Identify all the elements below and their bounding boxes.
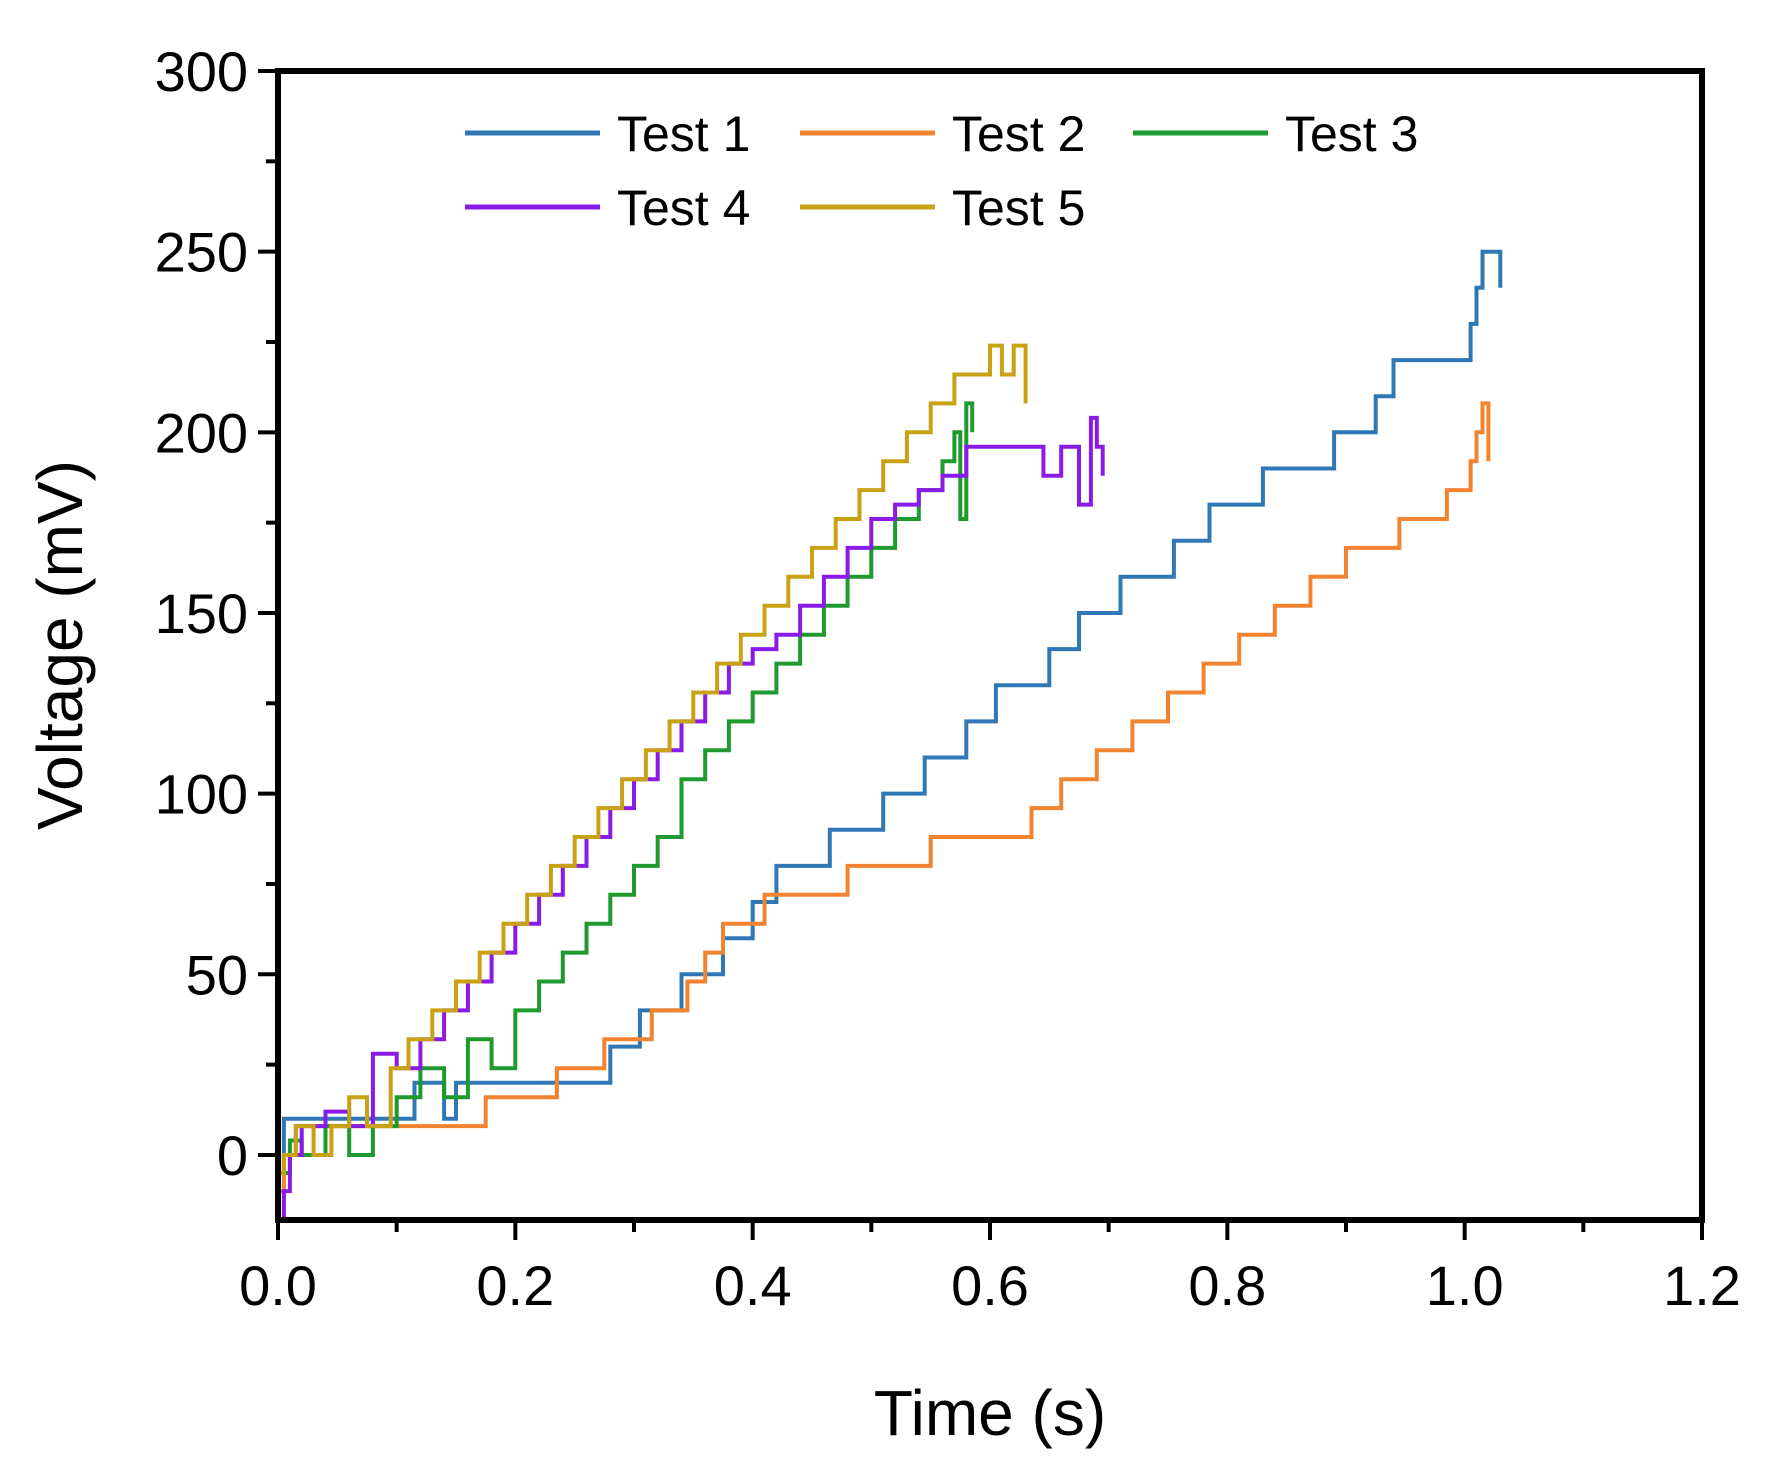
series-lines (278, 249, 1503, 1222)
series-line-test-1 (278, 249, 1503, 1175)
y-tick-label: 100 (155, 763, 248, 826)
series-line-test-2 (278, 401, 1491, 1194)
y-axis-title: Voltage (mV) (24, 460, 96, 830)
series-line-test-5 (278, 343, 1028, 1175)
x-tick-label: 0.6 (951, 1254, 1029, 1317)
legend-label-test-5: Test 5 (952, 180, 1085, 236)
x-tick-label: 0.0 (239, 1254, 317, 1317)
legend: Test 1 Test 2 Test 3 Test 4 Test 5 (465, 106, 1418, 236)
x-tick-label: 0.4 (714, 1254, 792, 1317)
y-tick-label: 300 (155, 40, 248, 103)
legend-label-test-2: Test 2 (952, 106, 1085, 162)
y-tick-label: 50 (186, 943, 248, 1006)
legend-label-test-4: Test 4 (617, 180, 750, 236)
legend-label-test-3: Test 3 (1285, 106, 1418, 162)
y-tick-label: 0 (217, 1124, 248, 1187)
x-tick-label: 0.8 (1188, 1254, 1266, 1317)
axis-ticks (258, 69, 1704, 1240)
x-tick-label: 1.0 (1426, 1254, 1504, 1317)
x-tick-label: 1.2 (1663, 1254, 1741, 1317)
series-line-test-3 (278, 401, 975, 1175)
series-line-test-4 (278, 415, 1105, 1222)
y-tick-label: 200 (155, 401, 248, 464)
y-tick-label: 250 (155, 221, 248, 284)
x-tick-label: 0.2 (476, 1254, 554, 1317)
y-tick-label: 150 (155, 582, 248, 645)
x-axis-title: Time (s) (874, 1377, 1106, 1449)
axis-tick-labels: 0.0 0.2 0.4 0.6 0.8 1.0 1.2 0 50 100 150 200 250 300 (155, 40, 1741, 1317)
legend-label-test-1: Test 1 (617, 106, 750, 162)
